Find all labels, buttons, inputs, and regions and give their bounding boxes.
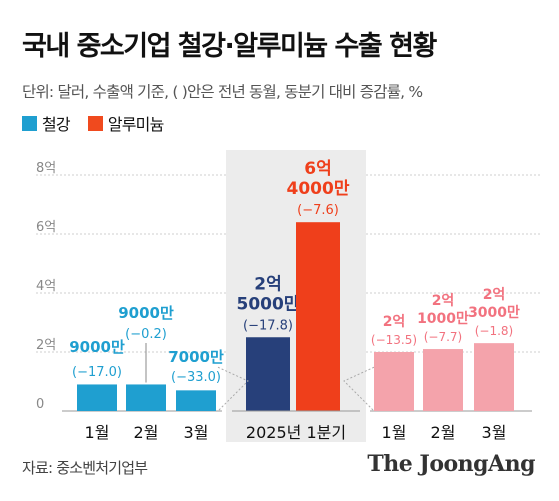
data-label-value: 4000만 — [287, 179, 350, 199]
data-label-value: 7000만 — [168, 348, 224, 366]
unit-note: 단위: 달러, 수출액 기준, ( )안은 전년 동월, 동분기 대비 증감률,… — [22, 83, 423, 101]
y-tick-label: 2억 — [36, 338, 56, 353]
bar-steel-2 — [126, 384, 166, 411]
panel-connector-right — [343, 366, 375, 412]
bar-aluminum-1 — [374, 352, 414, 411]
legend-label-steel: 철강 — [42, 115, 71, 134]
data-label-value: 9000만 — [69, 338, 125, 356]
x-tick-label: 3월 — [482, 423, 507, 442]
publisher-logo: The JoongAng — [367, 451, 535, 477]
x-tick-label: 3월 — [184, 423, 209, 442]
legend: 철강 알루미늄 — [22, 111, 164, 135]
data-label-value: 1000만 — [417, 311, 469, 327]
bar-aluminum-3 — [474, 343, 514, 411]
data-label-value: 9000만 — [118, 304, 174, 322]
source-note: 자료: 중소벤처기업부 — [22, 459, 148, 477]
data-label-change: (−17.0) — [72, 365, 122, 380]
data-label-value: 2억 — [432, 293, 455, 309]
y-tick-label: 6억 — [36, 220, 56, 235]
legend-label-aluminum: 알루미늄 — [107, 115, 164, 134]
legend-swatch-aluminum — [87, 115, 103, 131]
y-tick-label: 8억 — [36, 161, 56, 176]
data-label-change: (−17.8) — [243, 318, 293, 333]
x-tick-label: 1월 — [382, 423, 407, 442]
legend-item-steel: 철강 — [22, 111, 71, 135]
y-tick-label: 0 — [36, 397, 44, 412]
legend-item-aluminum: 알루미늄 — [87, 111, 164, 135]
data-label-value: 2억 — [383, 314, 406, 330]
data-label-value: 6억 — [304, 159, 331, 179]
data-label-value: 5000만 — [237, 294, 300, 314]
data-label-change: (−0.2) — [125, 327, 167, 342]
data-label-change: (−7.6) — [297, 203, 339, 218]
chart-title: 국내 중소기업 철강·알루미늄 수출 현황 — [22, 31, 437, 62]
bar-quarter-aluminum — [296, 222, 340, 411]
panel-connector-left — [217, 366, 249, 412]
y-tick-label: 4억 — [36, 279, 56, 294]
x-tick-label: 2025년 1분기 — [246, 423, 346, 442]
data-label-change: (−13.5) — [371, 333, 417, 347]
data-label-change: (−7.7) — [424, 330, 463, 344]
legend-swatch-steel — [22, 115, 37, 131]
bar-steel-1 — [77, 384, 117, 411]
bar-steel-3 — [176, 390, 216, 411]
data-label-change: (−33.0) — [171, 370, 221, 385]
bar-aluminum-2 — [423, 349, 463, 411]
bar-quarter-steel — [246, 337, 290, 411]
data-label-value: 3000만 — [468, 305, 520, 321]
x-tick-label: 1월 — [85, 423, 110, 442]
data-label-value: 2억 — [254, 274, 281, 294]
x-tick-label: 2월 — [431, 423, 456, 442]
data-label-change: (−1.8) — [475, 324, 514, 338]
data-label-value: 2억 — [483, 287, 506, 303]
x-tick-label: 2월 — [134, 423, 159, 442]
